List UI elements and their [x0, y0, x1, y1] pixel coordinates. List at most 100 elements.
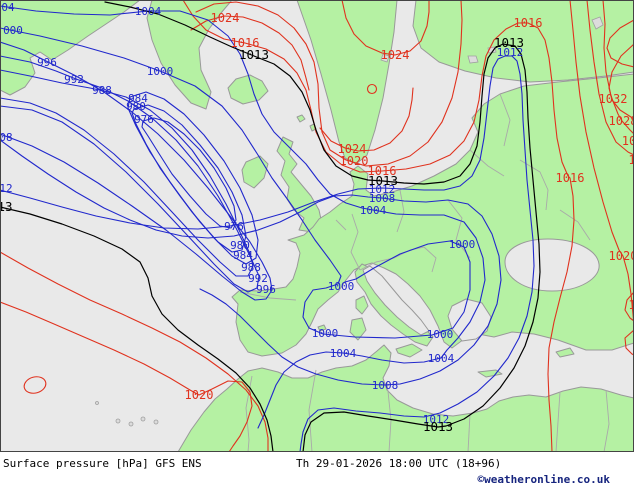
- isobar-label: 12: [0, 182, 13, 195]
- isobar-label: 13: [0, 199, 13, 214]
- isobar-1016-grand: [182, 0, 575, 452]
- isobar-label: 1012: [423, 413, 450, 426]
- isobar-label: 1028: [609, 114, 634, 128]
- isobar-label: 1004: [428, 352, 455, 365]
- black-sea: [504, 238, 600, 292]
- isobar-label: 1: [628, 153, 634, 167]
- isobar-1024-greenland: [190, 15, 310, 91]
- isobar-label: 04: [1, 1, 15, 14]
- isobar-label: 1008: [369, 192, 396, 205]
- isobar-988: [0, 69, 254, 277]
- isobar-label: 980: [126, 100, 146, 113]
- isobar-1020-morocco: [0, 301, 253, 452]
- isobar-label: 1020: [609, 249, 634, 263]
- isobar-label: 1016: [514, 16, 543, 30]
- isobar-label: 988: [241, 261, 261, 274]
- isobar-label: 980: [230, 239, 250, 252]
- isobar-label: 1000: [449, 238, 476, 251]
- ireland: [241, 155, 269, 189]
- copyright-link[interactable]: ©weatheronline.co.uk: [477, 473, 610, 486]
- isobar-closed-cell-atlantic: [23, 376, 47, 394]
- finland-russia: [412, 0, 634, 83]
- isobar-label: 1: [628, 298, 634, 312]
- isobar-label: 1024: [211, 11, 240, 25]
- borders-layer: [239, 93, 610, 452]
- canary-island: [140, 416, 146, 422]
- isobar-label: 1004: [330, 347, 357, 360]
- isobar-label: 996: [37, 56, 57, 69]
- isobar-label: 1020: [340, 154, 369, 168]
- isobar-label: 976: [134, 113, 154, 126]
- isobar-984: [127, 91, 259, 265]
- valid-time-label: Th 29-01-2026 18:00 UTC (18+96): [296, 457, 502, 470]
- isobar-label: 996: [256, 283, 276, 296]
- isobar-1016-southwest: [0, 251, 269, 452]
- isobar-label: 1016: [368, 164, 397, 178]
- isobar-label: 1024: [338, 142, 367, 156]
- pressure-map-svg: 04 10040009961000992988984980976081297698…: [0, 0, 634, 452]
- status-bar: Surface pressure [hPa] GFS ENS Th 29-01-…: [0, 452, 634, 490]
- isobar-label: 1013: [368, 173, 398, 188]
- isobar-1020-greenland-norway: [195, 0, 463, 167]
- isobar-label: 1020: [185, 388, 214, 402]
- sardinia: [349, 317, 367, 341]
- isobar-ref-layer: [0, 1, 541, 452]
- isobar-1020-east: [569, 0, 634, 327]
- isobar-label: 1013: [423, 419, 453, 434]
- inland-seas-layer: [95, 16, 604, 427]
- cyprus: [555, 347, 575, 358]
- isobar-labels-layer: 04 10040009961000992988984980976081297698…: [0, 1, 634, 434]
- product-label: Surface pressure [hPa] GFS ENS: [3, 457, 202, 470]
- isobar-label: 984: [128, 92, 148, 105]
- isobar-label: 1004: [360, 204, 387, 217]
- balearic-islands: [317, 324, 327, 332]
- isobar-1012: [0, 55, 535, 452]
- isobar-label: 10: [622, 134, 634, 148]
- isobar-label: 1008: [372, 379, 399, 392]
- isobar-label: 08: [0, 131, 13, 144]
- isobar-corner-arc: [606, 19, 634, 68]
- isobar-label: 1016: [556, 171, 585, 185]
- isobar-label: 1000: [312, 327, 339, 340]
- isobar-label: 992: [248, 272, 268, 285]
- corsica: [355, 295, 369, 315]
- isobar-label: 1024: [381, 48, 410, 62]
- canary-island: [153, 419, 159, 425]
- north-africa: [177, 344, 634, 452]
- white-sea: [591, 16, 604, 30]
- iceland: [227, 74, 269, 105]
- sicily: [395, 343, 423, 358]
- isobar-label: 000: [3, 24, 23, 37]
- isobar-label: 1000: [328, 280, 355, 293]
- isobar-992: [0, 55, 260, 293]
- isobar-1008: [0, 139, 502, 386]
- isobar-label: 988: [92, 84, 112, 97]
- faroe-islands: [296, 114, 306, 123]
- isobar-1013-southwest: [0, 206, 274, 452]
- canary-island: [128, 421, 134, 427]
- isobar-996: [0, 41, 273, 301]
- isobar-1024-norway-dome: [341, 0, 430, 56]
- isobar-1032-arc: [608, 43, 634, 120]
- isobar-label: 1016: [231, 36, 260, 50]
- isobar-label: 1013: [239, 47, 269, 62]
- isobar-label: 976: [224, 220, 244, 233]
- isobar-low-layer: [0, 5, 535, 452]
- adriatic-sea: [362, 265, 430, 336]
- isobar-right-edge-arc: [624, 291, 634, 322]
- isobar-1024-cell: [366, 83, 378, 95]
- canary-island: [115, 418, 121, 424]
- isobar-high-layer: [0, 0, 634, 452]
- isobar-label: 992: [64, 73, 84, 86]
- isobar-right-edge-arc: [624, 329, 634, 356]
- crete: [477, 369, 503, 378]
- madeira-island: [95, 401, 99, 405]
- isobar-label: 984: [233, 249, 253, 262]
- isobar-label: 1000: [427, 328, 454, 341]
- isobar-label: 1012: [497, 46, 524, 59]
- scandinavia: [296, 0, 398, 165]
- isobar-1024-denmark: [319, 87, 414, 152]
- isobar-label: 1032: [599, 92, 628, 106]
- isobar-label: 1012: [369, 183, 396, 196]
